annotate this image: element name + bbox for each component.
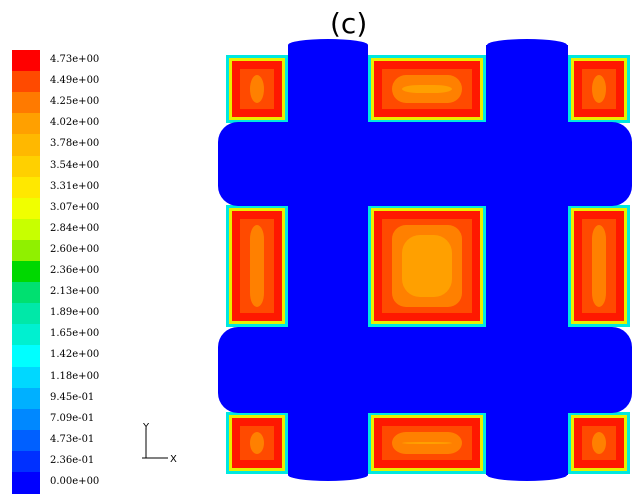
colorbar-tick-label: 3.07e+00: [50, 201, 100, 213]
colorbar-swatch: [12, 197, 40, 220]
colorbar-swatch: [12, 155, 40, 178]
cell-core-layer: [592, 432, 606, 454]
colorbar-swatch: [12, 134, 40, 156]
channel-end-cap: [487, 469, 567, 481]
axis-triad: Y X: [142, 422, 177, 465]
cell-center-layer: [402, 442, 452, 444]
colorbar-tick-label: 2.13e+00: [50, 286, 100, 298]
x-axis-label: X: [170, 454, 177, 465]
colorbar-tick-label: 9.45e-01: [50, 391, 95, 403]
colorbar-swatch: [12, 239, 40, 262]
colorbar-tick-label: 2.60e+00: [50, 243, 100, 255]
colorbar-tick-label: 2.36e-01: [50, 454, 95, 466]
colorbar-tick-label: 2.36e+00: [50, 265, 100, 276]
horizontal-channel: [218, 122, 632, 206]
colorbar-swatch: [12, 408, 40, 431]
colorbar-tick-label: 1.18e+00: [50, 370, 100, 382]
colorbar-swatch: [12, 113, 40, 135]
channel-end-cap: [487, 39, 567, 51]
colorbar-tick-label: 2.84e+00: [50, 222, 100, 234]
channel-end-cap: [288, 469, 368, 481]
colorbar-tick-label: 4.73e+00: [50, 54, 100, 65]
colorbar-tick-label: 4.02e+00: [50, 117, 100, 129]
colorbar-swatch: [12, 324, 40, 346]
cell-core-layer: [250, 225, 264, 307]
panel-label-text: (c): [330, 7, 368, 40]
cell-center-layer: [402, 235, 452, 297]
horizontal-channel: [218, 327, 632, 413]
cell-center-layer: [402, 85, 452, 93]
colorbar-tick-label: 0.00e+00: [50, 476, 100, 487]
colorbar-tick-label: 3.54e+00: [50, 159, 100, 171]
colorbar-swatch: [12, 366, 40, 389]
cell-core-layer: [592, 225, 606, 307]
colorbar-tick-label: 4.73e-01: [50, 433, 95, 445]
colorbar-tick-label: 3.31e+00: [50, 180, 100, 192]
colorbar-swatch: [12, 303, 40, 325]
colorbar-swatch: [12, 282, 40, 304]
channel-end-cap: [288, 39, 368, 51]
colorbar-swatch: [12, 218, 40, 241]
cell-core-layer: [592, 75, 606, 103]
colorbar-tick-label: 3.78e+00: [50, 138, 100, 150]
colorbar-swatch: [12, 92, 40, 114]
colorbar-swatch: [12, 71, 40, 93]
colorbar-swatch: [12, 50, 40, 72]
colorbar-tick-label: 1.89e+00: [50, 307, 100, 319]
colorbar-swatch: [12, 261, 40, 283]
colorbar-swatch: [12, 450, 40, 473]
colorbar-tick-label: 1.42e+00: [50, 349, 100, 361]
cell-core-layer: [250, 75, 264, 103]
colorbar-tick-label: 1.65e+00: [50, 328, 100, 340]
cell-core-layer: [250, 432, 264, 454]
colorbar-swatch: [12, 176, 40, 199]
panel-label: (c): [0, 6, 636, 42]
colorbar-tick-label: 7.09e-01: [50, 412, 95, 424]
colorbar-tick-label: 4.49e+00: [50, 75, 100, 87]
y-axis-label: Y: [142, 422, 150, 433]
colorbar-swatch: [12, 429, 40, 452]
colorbar-tick-label: 4.25e+00: [50, 96, 100, 108]
colorbar-swatch: [12, 345, 40, 367]
colorbar-swatch: [12, 387, 40, 410]
